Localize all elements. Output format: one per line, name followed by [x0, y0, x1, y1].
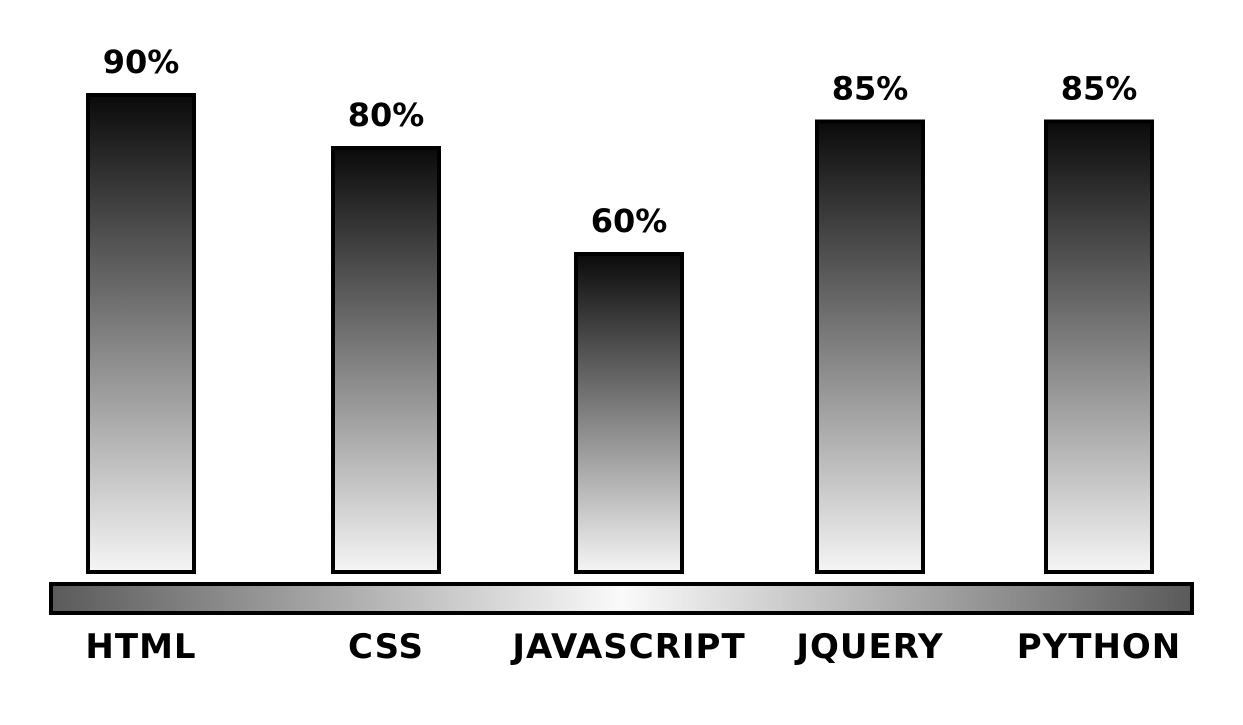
bar-css	[331, 146, 441, 574]
bar-html	[86, 93, 196, 574]
bar-jquery	[815, 119, 925, 574]
bars-layer: 90% 80% 60% 85% 85%	[86, 43, 1154, 574]
category-labels-layer: HTML CSS JAVASCRIPT JQUERY PYTHON	[85, 627, 1182, 667]
category-label-jquery: JQUERY	[794, 627, 943, 667]
category-label-javascript: JAVASCRIPT	[510, 627, 745, 667]
value-label-html: 90%	[103, 43, 180, 81]
value-label-css: 80%	[348, 96, 425, 134]
bar-javascript	[574, 252, 684, 574]
value-label-python: 85%	[1061, 70, 1138, 108]
category-label-html: HTML	[85, 627, 196, 667]
value-label-jquery: 85%	[832, 70, 909, 108]
value-label-javascript: 60%	[591, 202, 668, 240]
chart-baseline	[49, 582, 1194, 615]
category-label-css: CSS	[348, 627, 424, 667]
bar-python	[1044, 119, 1154, 574]
category-label-python: PYTHON	[1017, 627, 1182, 667]
